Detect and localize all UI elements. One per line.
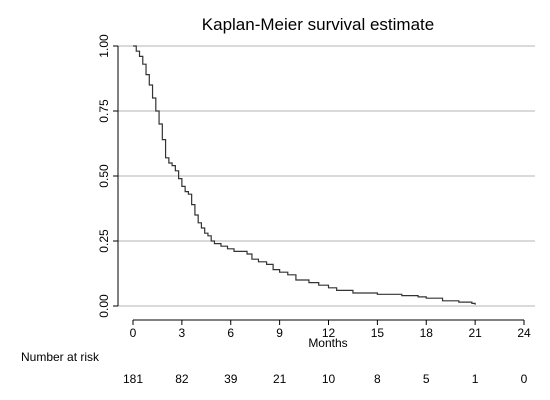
x-tick-label: 3 bbox=[179, 326, 186, 340]
x-tick-label: 12 bbox=[322, 326, 336, 340]
risk-count: 21 bbox=[273, 372, 287, 386]
survival-curve-group bbox=[133, 45, 476, 305]
chart-title: Kaplan-Meier survival estimate bbox=[202, 15, 434, 34]
x-tick-label: 24 bbox=[517, 326, 531, 340]
x-tick-label: 21 bbox=[468, 326, 482, 340]
x-tick-label: 0 bbox=[130, 326, 137, 340]
risk-count: 1 bbox=[472, 372, 479, 386]
y-tick-label: 0.00 bbox=[97, 294, 111, 318]
survival-curve bbox=[133, 45, 476, 305]
risk-count: 82 bbox=[175, 372, 189, 386]
risk-count: 10 bbox=[322, 372, 336, 386]
risk-count: 181 bbox=[123, 372, 143, 386]
x-tick-label: 6 bbox=[227, 326, 234, 340]
x-axis-label: Months bbox=[308, 336, 347, 350]
x-tick-label: 15 bbox=[371, 326, 385, 340]
risk-count: 5 bbox=[423, 372, 430, 386]
axes bbox=[113, 45, 525, 325]
tick-labels: 0.00 0.25 0.50 0.75 1.00 0 3 6 9 12 15 18 21 24 bbox=[97, 34, 531, 340]
risk-count: 39 bbox=[224, 372, 238, 386]
risk-count: 0 bbox=[521, 372, 528, 386]
x-tick-label: 18 bbox=[420, 326, 434, 340]
risk-table-counts: 181 82 39 21 10 8 5 1 0 bbox=[123, 372, 528, 386]
x-tick-label: 9 bbox=[276, 326, 283, 340]
y-tick-label: 1.00 bbox=[97, 34, 111, 58]
risk-count: 8 bbox=[374, 372, 381, 386]
y-tick-label: 0.50 bbox=[97, 164, 111, 188]
y-tick-label: 0.25 bbox=[97, 229, 111, 253]
y-tick-label: 0.75 bbox=[97, 99, 111, 123]
grid-lines bbox=[118, 45, 535, 307]
risk-table-label: Number at risk bbox=[21, 350, 100, 364]
